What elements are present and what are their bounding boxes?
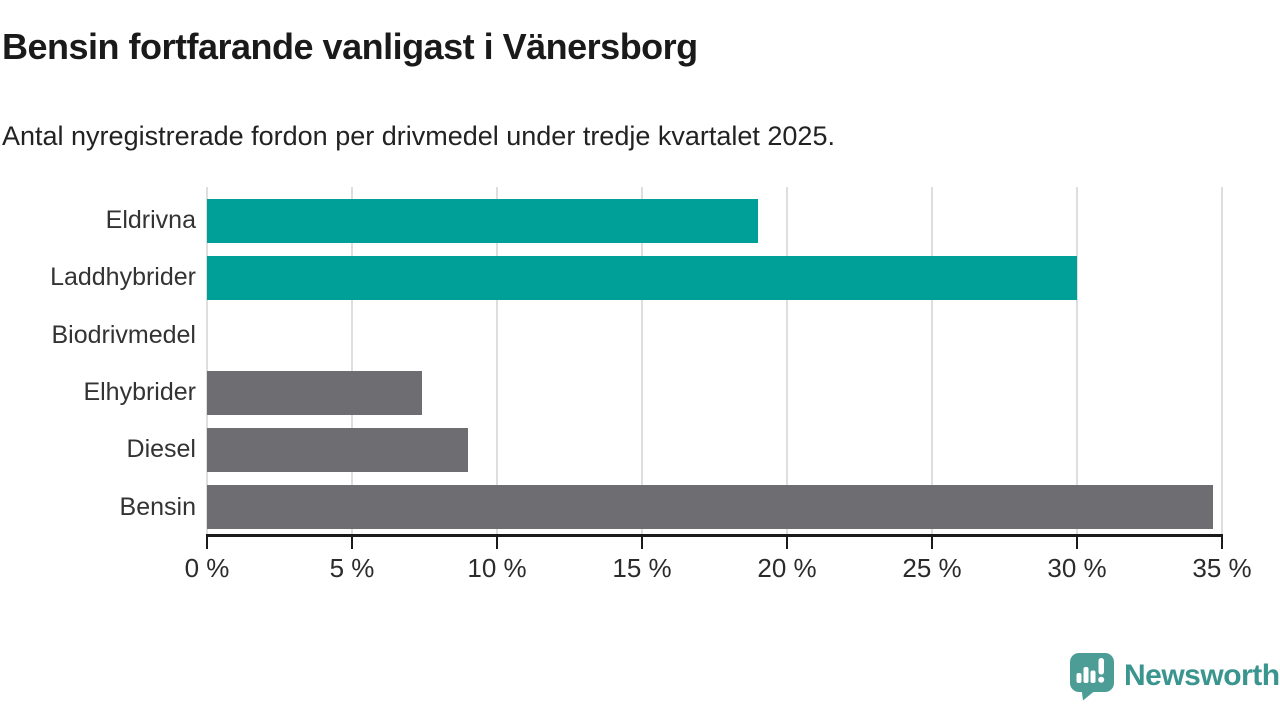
gridline <box>351 187 353 536</box>
category-label: Diesel <box>126 435 196 464</box>
chart-subtitle: Antal nyregistrerade fordon per drivmede… <box>2 121 835 151</box>
bar-row <box>207 364 1222 421</box>
bar-diesel <box>207 427 468 472</box>
x-axis-tick-label: 5 % <box>329 553 375 583</box>
gridline <box>786 187 788 536</box>
bar-series <box>207 192 1222 536</box>
bar-row <box>207 421 1222 478</box>
x-axis-tick <box>641 536 643 549</box>
bar-row <box>207 307 1222 364</box>
x-axis-tick-label: 20 % <box>757 553 817 583</box>
plot-area: 0 % 5 % 10 % 15 % 20 % 25 % 30 % 35 % <box>185 187 1252 583</box>
category-label: Bensin <box>119 492 196 521</box>
gridline <box>931 187 933 536</box>
x-axis-tick-label: 35 % <box>1192 553 1252 583</box>
x-axis-tick <box>931 536 933 549</box>
gridline <box>641 187 643 536</box>
bar-row <box>207 479 1222 536</box>
x-axis-tick <box>351 536 353 549</box>
x-axis-tick-label: 10 % <box>467 553 527 583</box>
bar-row <box>207 249 1222 306</box>
category-label: Biodrivmedel <box>51 320 196 349</box>
x-axis-tick-label: 25 % <box>902 553 962 583</box>
category-row: Laddhybrider <box>0 249 196 306</box>
brand-name: Newsworthy <box>1124 659 1280 692</box>
x-axis-tick-label: 0 % <box>184 553 230 583</box>
chart-title: Bensin fortfarande vanligast i Vänersbor… <box>2 26 698 67</box>
bar-elhybrider <box>207 370 422 415</box>
category-label: Eldrivna <box>105 206 196 235</box>
x-axis-tick <box>1221 536 1223 549</box>
x-axis-tick <box>496 536 498 549</box>
category-axis: Eldrivna Laddhybrider Biodrivmedel Elhybrid… <box>0 192 196 536</box>
category-row: Eldrivna <box>0 192 196 249</box>
x-axis-line <box>206 534 1223 537</box>
bar-row <box>207 192 1222 249</box>
x-axis-tick-label: 15 % <box>612 553 672 583</box>
bar-bensin <box>207 485 1214 530</box>
category-label: Laddhybrider <box>50 263 196 292</box>
bar-laddhybrider <box>207 255 1077 300</box>
category-label: Elhybrider <box>83 378 196 407</box>
gridline <box>1076 187 1078 536</box>
x-axis-tick <box>786 536 788 549</box>
gridline <box>206 187 208 536</box>
bar-eldrivna <box>207 198 758 243</box>
newsworthy-speech-bubble-bar-chart-icon <box>1070 653 1114 701</box>
category-row: Diesel <box>0 421 196 478</box>
gridline <box>1221 187 1223 536</box>
newsworthy-logo: Newsworthy <box>1068 651 1280 701</box>
x-axis-tick <box>206 536 208 549</box>
category-row: Bensin <box>0 479 196 536</box>
gridline <box>496 187 498 536</box>
x-axis-tick <box>1076 536 1078 549</box>
category-row: Elhybrider <box>0 364 196 421</box>
x-axis-tick-label: 30 % <box>1047 553 1107 583</box>
category-row: Biodrivmedel <box>0 307 196 364</box>
